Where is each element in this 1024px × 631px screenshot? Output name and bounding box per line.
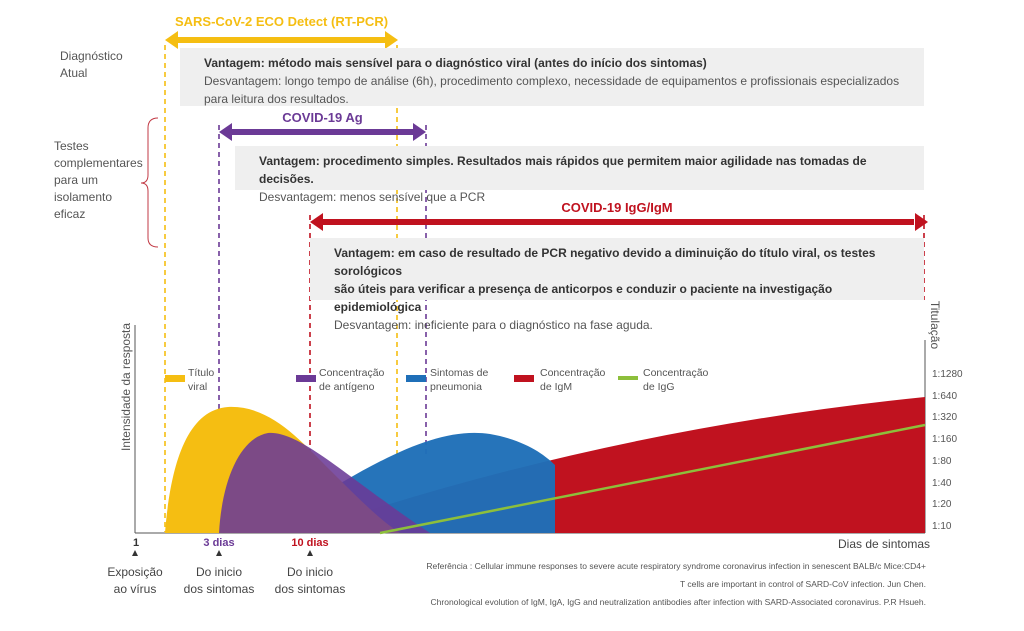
marker-day-10-caption: Do inicio dos sintomas [274, 565, 346, 596]
reference-line-2: T cells are important in control of SARD… [680, 579, 926, 589]
rt-pcr-info-box: Vantagem: método mais sensível para o di… [180, 48, 924, 106]
current-diagnosis-label: Diagnóstico Atual [60, 49, 123, 80]
arrow-up-icon [132, 550, 138, 556]
titer-tick: 1:320 [932, 412, 958, 424]
marker-day-10: 10 dias [291, 537, 329, 549]
arrow-up-icon [307, 550, 313, 556]
titer-tick: 1:1280 [932, 369, 963, 380]
complementary-bracket [140, 117, 159, 248]
right-axis-label: Titulação [928, 300, 942, 350]
antigen-area [219, 432, 430, 533]
rt-pcr-disadvantage-1: Desvantagem: longo tempo de análise (6h)… [204, 74, 900, 88]
igg-igm-advantage-2: são úteis para verificar a presença de a… [334, 282, 833, 314]
igg-line [379, 423, 926, 535]
rt-pcr-disadvantage-2: para leitura dos resultados. [204, 92, 349, 106]
legend-swatch-igm [514, 375, 534, 382]
ag-info-box: Vantagem: procedimento simples. Resultad… [235, 146, 924, 204]
y-axis-label: Intensidade da resposta [119, 322, 133, 452]
legend-antigen: Concentração de antígeno [319, 367, 385, 393]
igg-igm-info-box: Vantagem: em caso de resultado de PCR ne… [310, 238, 924, 332]
igg-igm-advantage-1: Vantagem: em caso de resultado de PCR ne… [334, 246, 876, 278]
arrow-up-icon [216, 550, 222, 556]
marker-day-3-caption: Do inicio dos sintomas [183, 565, 255, 596]
complementary-tests-label: Testes complementares para um isolamento… [54, 139, 143, 221]
ag-advantage: Vantagem: procedimento simples. Resultad… [259, 154, 867, 186]
legend-swatch-antigen [296, 375, 316, 382]
reference-line-1: Referência : Cellular immune responses t… [426, 561, 926, 571]
titer-tick: 1:80 [932, 455, 952, 467]
igg-igm-title: COVID-19 IgG/IgM [561, 200, 673, 215]
x-axis-label: Dias de sintomas [838, 537, 931, 551]
reference-line-3: Chronological evolution of IgM, IgA, IgG… [430, 597, 926, 607]
marker-day-3: 3 dias [203, 537, 235, 549]
titer-tick: 1:640 [932, 390, 958, 402]
legend-pneumonia: Sintomas de pneumonia [430, 367, 489, 393]
legend-swatch-viral-titer [165, 375, 185, 382]
legend-swatch-pneumonia [406, 375, 426, 382]
ag-arrow [219, 123, 426, 141]
marker-day-1: 1 [132, 537, 140, 549]
rt-pcr-title: SARS-CoV-2 ECO Detect (RT-PCR) [174, 14, 389, 29]
legend-viral-titer: Título viral [188, 367, 215, 393]
legend-igg: Concentração de IgG [643, 367, 709, 393]
igg-igm-arrow [310, 213, 928, 231]
legend-swatch-igg [618, 376, 638, 380]
titer-tick: 1:20 [932, 499, 952, 511]
titer-tick: 1:10 [932, 520, 952, 532]
titer-tick: 1:160 [932, 434, 958, 446]
igg-igm-disadvantage: Desvantagem: ineficiente para o diagnóst… [334, 318, 653, 332]
rt-pcr-advantage: Vantagem: método mais sensível para o di… [204, 56, 707, 70]
ag-disadvantage: Desvantagem: menos sensível que a PCR [259, 190, 486, 204]
legend-igm: Concentração de IgM [540, 367, 606, 393]
rt-pcr-arrow [165, 31, 398, 49]
ag-title: COVID-19 Ag [282, 110, 363, 125]
titer-tick: 1:40 [932, 477, 952, 489]
marker-day-1-caption: Exposição ao vírus [107, 565, 163, 596]
titer-tick-list: 1:1280 1:640 1:320 1:160 1:80 1:40 1:20 … [932, 364, 963, 538]
